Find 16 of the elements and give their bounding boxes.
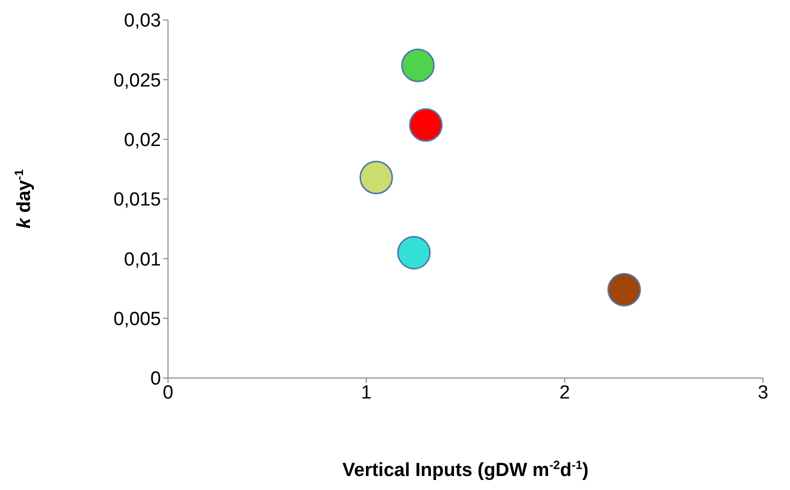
y-tick-label: 0,015 xyxy=(113,190,161,211)
y-tick-label: 0,02 xyxy=(124,130,161,152)
y-tick-label: 0,03 xyxy=(124,10,161,32)
point xyxy=(401,48,435,82)
point xyxy=(409,108,443,142)
x-axis-title: Vertical Inputs (gDW m$^{-2}$d$^{-1}$) xyxy=(342,458,589,481)
point xyxy=(607,272,641,306)
y-tick-label: 0 xyxy=(150,368,161,390)
x-tick-label: 1 xyxy=(361,382,372,404)
point xyxy=(360,160,393,194)
x-tick-label: 3 xyxy=(758,382,768,404)
y-tick-label: 0,005 xyxy=(113,309,161,330)
x-tick-label: 2 xyxy=(559,382,570,404)
y-tick-label: 0,025 xyxy=(113,70,161,92)
y-tick-label: 0,01 xyxy=(124,249,161,270)
point xyxy=(397,236,431,270)
